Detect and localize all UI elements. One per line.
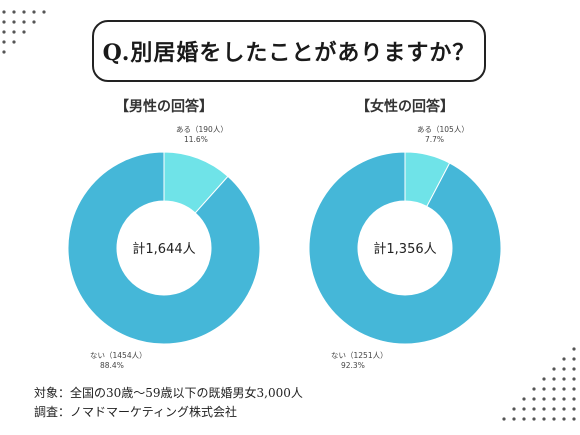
slice-percent-aru: 11.6% [184,135,208,144]
center-total-label: 計1,644人 [132,241,195,257]
slice-label-nai: ない（1251人） [331,351,388,360]
slice-percent-nai: 92.3% [341,361,365,370]
slice-label-nai: ない（1454人） [90,351,147,360]
male-panel-title: 【男性の回答】 [115,99,213,115]
slice-percent-aru: 7.7% [425,135,444,144]
question-title: Q.別居婚をしたことがありますか？ [92,20,486,82]
male-donut-chart: ある（190人）11.6% ない（1454人）88.4% 計1,644人 [67,125,261,370]
slice-percent-nai: 88.4% [100,361,124,370]
female-donut-chart: ある（105人）7.7% ない（1251人）92.3% 計1,356人 [308,125,502,370]
female-panel-title: 【女性の回答】 [356,99,454,115]
footer-survey: 調査：ノマドマーケティング株式会社 [34,405,238,419]
slice-nai [308,151,502,345]
slice-label-aru: ある（105人） [417,125,469,134]
slice-label-aru: ある（190人） [176,125,228,134]
dots-top-left [2,10,46,54]
footer-target: 対象：全国の30歳～59歳以下の既婚男女3,000人 [34,386,303,400]
dots-bottom-right [502,347,576,421]
center-total-label: 計1,356人 [373,241,436,257]
slice-nai [67,151,261,345]
